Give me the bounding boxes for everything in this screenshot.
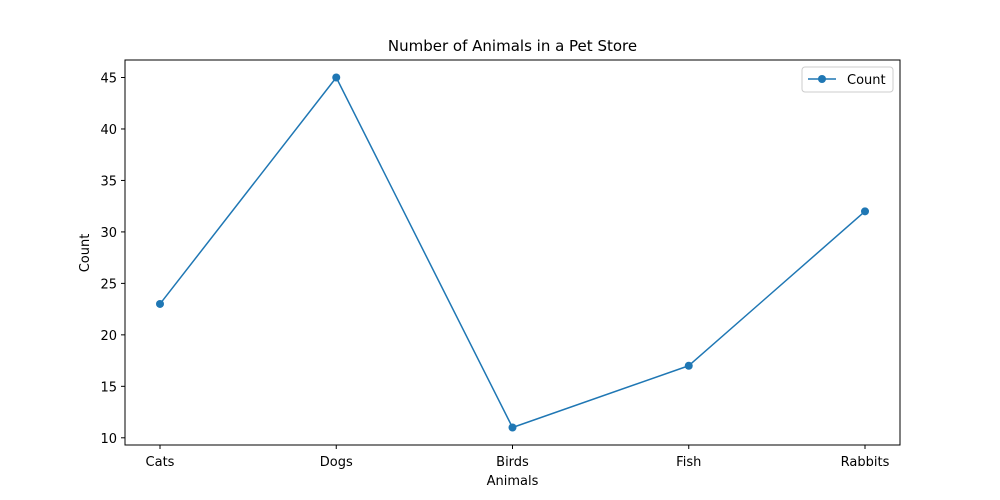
- legend-box: [801, 66, 894, 93]
- x-tick-label: Rabbits: [841, 455, 890, 470]
- data-point-fish: [684, 361, 693, 370]
- legend-label: Count: [847, 73, 886, 88]
- y-axis-label-group: Count: [78, 234, 93, 273]
- data-point-cats: [156, 299, 164, 308]
- x-tick-label: Birds: [496, 455, 529, 470]
- legend: Count: [801, 66, 894, 93]
- x-axis-ticks: Cats Dogs Birds Fish Rabbits: [146, 445, 890, 470]
- plot-area-frame: [124, 59, 901, 446]
- y-tick-label: 40: [100, 123, 117, 138]
- x-tick-label: Fish: [676, 455, 701, 470]
- data-point-birds: [508, 423, 517, 432]
- series-layer: [156, 73, 869, 432]
- data-point-rabbits: [861, 207, 869, 216]
- x-tick-label: Dogs: [320, 455, 353, 470]
- chart-title: Number of Animals in a Pet Store: [388, 37, 637, 55]
- y-axis-label: Count: [78, 234, 93, 273]
- y-tick-label: 15: [100, 380, 117, 395]
- y-tick-label: 10: [100, 432, 117, 447]
- y-tick-label: 20: [100, 329, 117, 344]
- y-tick-label: 35: [100, 174, 117, 189]
- x-axis-label: Animals: [487, 474, 539, 489]
- data-point-dogs: [332, 73, 341, 82]
- y-tick-label: 25: [100, 277, 117, 292]
- y-axis-ticks: 10 15 20 25 30 35 40 45: [100, 72, 125, 447]
- y-tick-label: 45: [100, 72, 117, 87]
- x-tick-label: Cats: [146, 455, 175, 470]
- y-tick-label: 30: [100, 226, 117, 241]
- legend-marker-swatch: [818, 75, 826, 83]
